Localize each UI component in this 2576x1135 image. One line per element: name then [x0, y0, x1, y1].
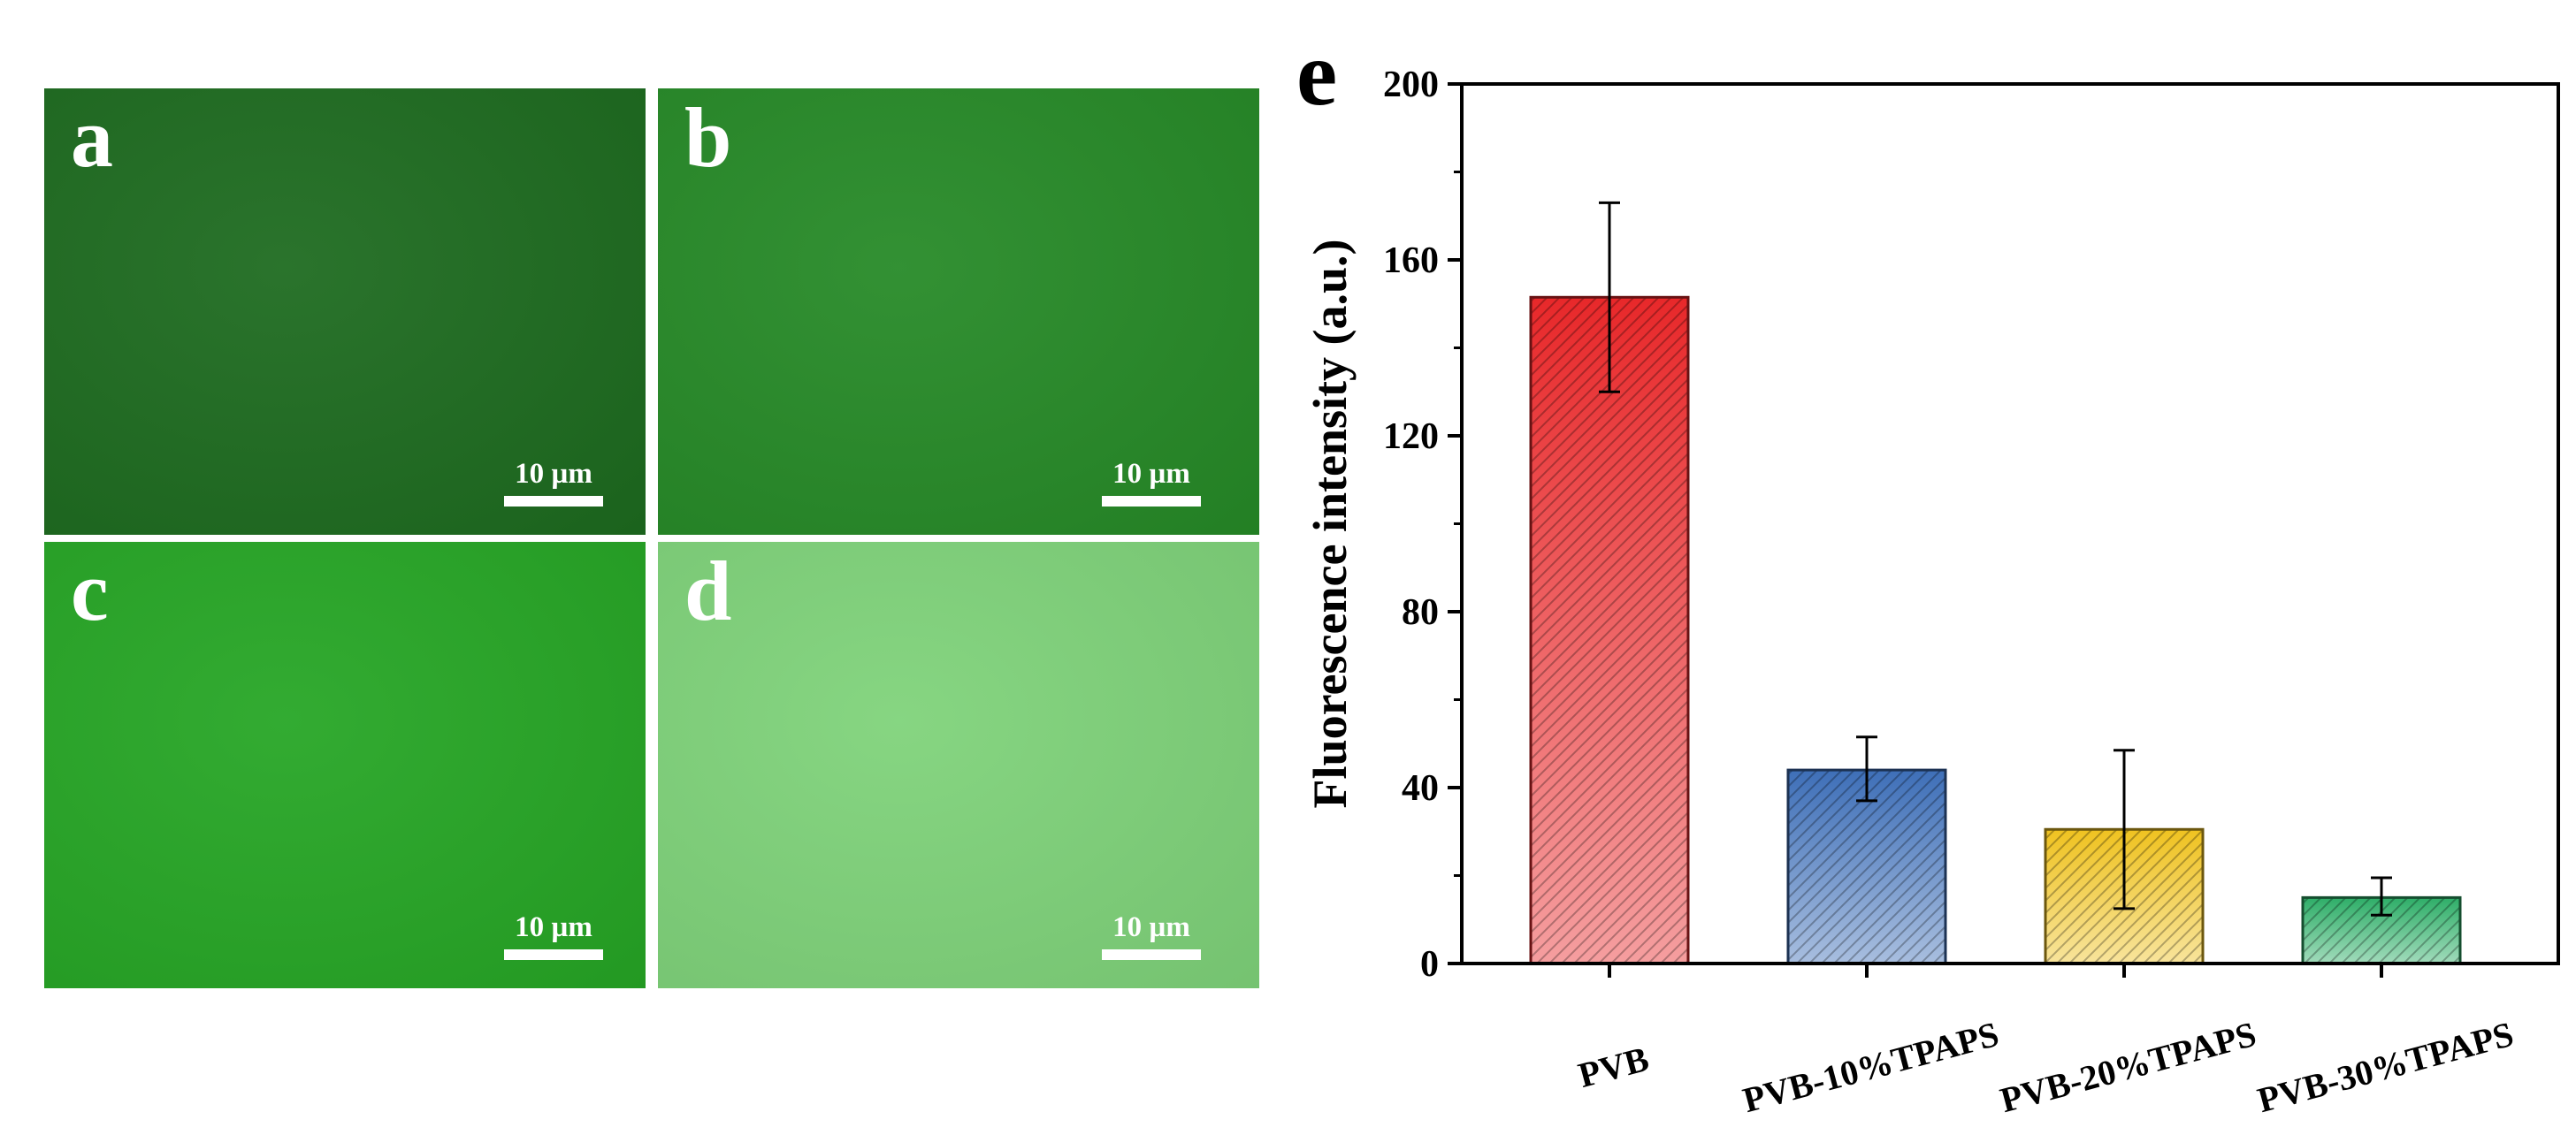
panel-letter-e: e [1296, 23, 1337, 125]
scale-line-b [1102, 496, 1201, 507]
x-tick-label: PVB-30%TPAPS [2253, 1014, 2518, 1120]
plot-frame [1460, 82, 2560, 965]
bar-hatch-1 [1531, 297, 1688, 964]
bar-hatch-2 [1788, 770, 1945, 964]
micrograph-d: d 10 µm [658, 542, 1259, 988]
y-tick-label: 0 [1420, 944, 1439, 985]
panel-letter-d: d [684, 544, 732, 638]
y-tick-label: 80 [1402, 592, 1439, 633]
x-tick-label: PVB-10%TPAPS [1739, 1014, 2003, 1120]
panel-letter-b: b [684, 90, 732, 185]
y-tick-label: 120 [1383, 416, 1439, 457]
scale-line-a [504, 496, 603, 507]
scale-bar-d: 10 µm [1102, 913, 1201, 960]
scale-line-c [504, 949, 603, 960]
y-axis-label: Fluorescence intensity (a.u.) [1303, 240, 1357, 809]
scale-line-d [1102, 949, 1201, 960]
x-tick-label: PVB [1574, 1039, 1653, 1095]
scale-bar-a: 10 µm [504, 460, 603, 507]
scale-label-c: 10 µm [515, 911, 592, 943]
scale-bar-b: 10 µm [1102, 460, 1201, 507]
panel-letter-a: a [71, 90, 113, 185]
scale-label-a: 10 µm [515, 458, 592, 490]
y-tick-label: 200 [1383, 65, 1439, 105]
panel-letter-c: c [71, 544, 109, 638]
scale-label-d: 10 µm [1112, 911, 1190, 943]
y-tick-label: 40 [1402, 768, 1439, 809]
scale-label-b: 10 µm [1112, 458, 1190, 490]
micrograph-a: a 10 µm [44, 88, 646, 535]
y-tick-label: 160 [1383, 240, 1439, 281]
scale-bar-c: 10 µm [504, 913, 603, 960]
x-tick-label: PVB-20%TPAPS [1996, 1014, 2260, 1120]
micrograph-c: c 10 µm [44, 542, 646, 988]
micrograph-b: b 10 µm [658, 88, 1259, 535]
